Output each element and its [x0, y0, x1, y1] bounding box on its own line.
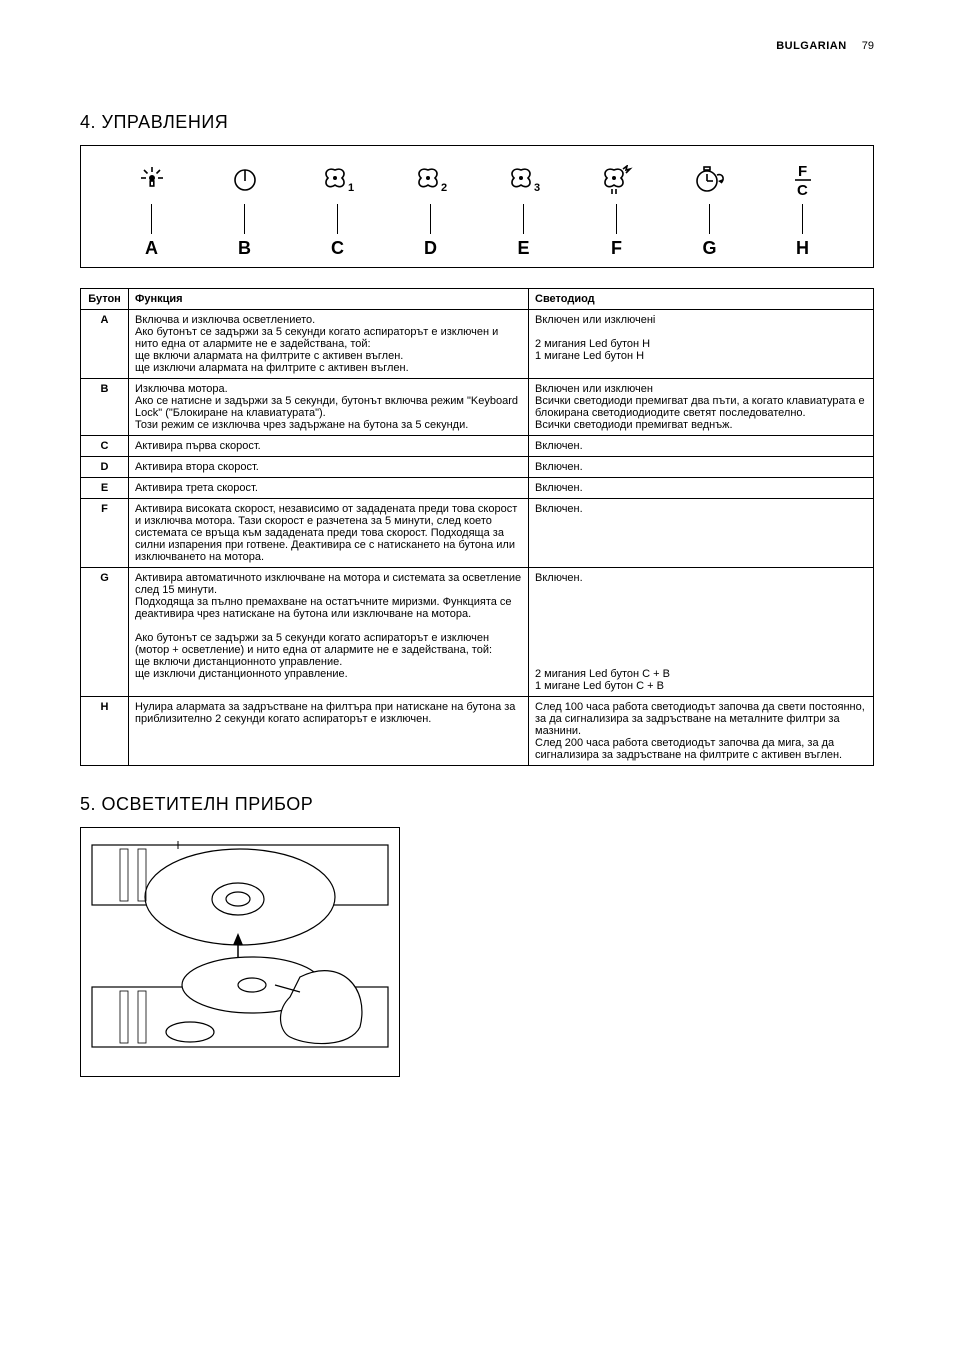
cell-function: Включва и изключва осветлението. Ако бут… [129, 310, 529, 379]
cell-led: Включен или изключен Всички светодиоди п… [529, 379, 874, 436]
cell-led: Включен. 2 мигания Led бутон C + B 1 миг… [529, 568, 874, 697]
page-header: BULGARIAN 79 [80, 40, 874, 52]
fc-icon: FC [791, 164, 815, 196]
language-label: BULGARIAN [776, 40, 847, 52]
cell-function: Активира втора скорост. [129, 457, 529, 478]
table-row: GАктивира автоматичното изключване на мо… [81, 568, 874, 697]
th-button: Бутон [81, 289, 129, 310]
section-4-title: 4. УПРАВЛЕНИЯ [80, 112, 874, 133]
functions-table: Бутон Функция Светодиод AВключва и изклю… [80, 288, 874, 766]
cell-led: След 100 часа работа светодиодът започва… [529, 697, 874, 766]
control-label: G [702, 238, 716, 259]
lighting-illustration [80, 827, 400, 1077]
table-row: CАктивира първа скорост.Включен. [81, 436, 874, 457]
fan3-icon: 3 [506, 164, 542, 196]
cell-button: C [81, 436, 129, 457]
table-row: BИзключва мотора. Ако се натисне и задър… [81, 379, 874, 436]
th-function: Функция [129, 289, 529, 310]
control-label: B [238, 238, 251, 259]
connector-line [244, 204, 246, 234]
svg-text:3: 3 [534, 182, 540, 194]
power-icon [230, 164, 260, 196]
connector-line [523, 204, 525, 234]
control-h: FC H [756, 164, 849, 259]
cell-button: H [81, 697, 129, 766]
svg-text:1: 1 [348, 182, 354, 194]
cell-button: D [81, 457, 129, 478]
connector-line [430, 204, 432, 234]
control-label: C [331, 238, 344, 259]
cell-button: A [81, 310, 129, 379]
svg-text:C: C [797, 182, 808, 197]
fan2-icon: 2 [413, 164, 449, 196]
control-a: A [105, 164, 198, 259]
cell-button: E [81, 478, 129, 499]
cell-led: Включен. [529, 457, 874, 478]
table-row: HНулира алармата за задръстване на филтъ… [81, 697, 874, 766]
cell-function: Изключва мотора. Ако се натисне и задърж… [129, 379, 529, 436]
control-label: D [424, 238, 437, 259]
cell-function: Активира трета скорост. [129, 478, 529, 499]
cell-function: Активира високата скорост, независимо от… [129, 499, 529, 568]
control-d: 2 D [384, 164, 477, 259]
svg-text:2: 2 [441, 182, 447, 194]
section-5-title: 5. ОСВЕТИТЕЛН ПРИБОР [80, 794, 874, 815]
fan1-icon: 1 [320, 164, 356, 196]
connector-line [802, 204, 804, 234]
control-label: E [517, 238, 529, 259]
fan-boost-icon [599, 164, 635, 196]
connector-line [709, 204, 711, 234]
cell-led: Включен или изключені 2 мигания Led буто… [529, 310, 874, 379]
page-number: 79 [862, 40, 874, 52]
cell-button: B [81, 379, 129, 436]
control-label: A [145, 238, 158, 259]
light-icon [137, 164, 167, 196]
cell-button: F [81, 499, 129, 568]
cell-function: Активира първа скорост. [129, 436, 529, 457]
cell-function: Активира автоматичното изключване на мот… [129, 568, 529, 697]
cell-led: Включен. [529, 436, 874, 457]
th-led: Светодиод [529, 289, 874, 310]
table-row: AВключва и изключва осветлението. Ако бу… [81, 310, 874, 379]
lamp-replace-icon [90, 837, 390, 1067]
control-c: 1 C [291, 164, 384, 259]
controls-diagram: A B 1 C 2 D 3 E F G FC H [80, 145, 874, 268]
cell-button: G [81, 568, 129, 697]
timer-icon [693, 164, 727, 196]
connector-line [151, 204, 153, 234]
table-row: FАктивира високата скорост, независимо о… [81, 499, 874, 568]
control-label: F [611, 238, 622, 259]
table-row: EАктивира трета скорост.Включен. [81, 478, 874, 499]
table-row: DАктивира втора скорост.Включен. [81, 457, 874, 478]
svg-text:F: F [798, 163, 807, 180]
control-b: B [198, 164, 291, 259]
connector-line [337, 204, 339, 234]
control-label: H [796, 238, 809, 259]
control-e: 3 E [477, 164, 570, 259]
control-g: G [663, 164, 756, 259]
control-f: F [570, 164, 663, 259]
connector-line [616, 204, 618, 234]
cell-function: Нулира алармата за задръстване на филтър… [129, 697, 529, 766]
cell-led: Включен. [529, 478, 874, 499]
cell-led: Включен. [529, 499, 874, 568]
